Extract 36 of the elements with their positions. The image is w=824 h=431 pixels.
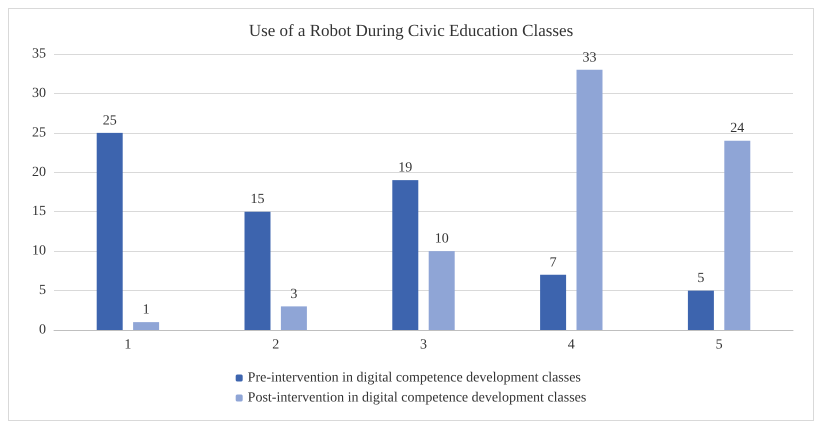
data-label: 33 — [582, 50, 596, 66]
bar — [428, 251, 455, 330]
data-label: 1 — [142, 302, 150, 318]
bar — [392, 180, 418, 330]
x-tick-label: 3 — [420, 338, 427, 352]
bar — [724, 140, 750, 330]
bar — [244, 212, 270, 330]
data-label: 24 — [730, 121, 744, 136]
x-tick-label: 5 — [716, 338, 723, 352]
y-tick-label: 5 — [39, 283, 46, 298]
x-tick-label: 2 — [272, 338, 280, 352]
x-tick-label: 1 — [124, 338, 132, 352]
chart-title: Use of a Robot During Civic Education Classes — [248, 21, 574, 40]
bar — [133, 322, 160, 330]
legend-label: Post-intervention in digital competence development classes — [248, 390, 586, 406]
data-label: 25 — [102, 113, 117, 128]
bar — [96, 132, 123, 330]
data-label: 19 — [398, 160, 412, 176]
data-label: 10 — [434, 232, 449, 247]
data-label: 15 — [250, 192, 264, 208]
y-tick-label: 10 — [32, 244, 46, 259]
x-tick-label: 4 — [568, 338, 575, 352]
data-label: 5 — [697, 271, 704, 286]
bar — [540, 274, 566, 330]
data-label: 7 — [550, 255, 557, 270]
bar — [280, 306, 307, 330]
y-tick-label: 35 — [32, 46, 46, 62]
bar — [576, 70, 602, 330]
y-tick-label: 20 — [32, 164, 46, 180]
y-tick-label: 15 — [32, 204, 46, 220]
y-tick-label: 25 — [32, 125, 46, 140]
y-tick-label: 0 — [39, 322, 46, 338]
bar — [688, 290, 714, 330]
legend-label: Pre-intervention in digital competence development classes — [248, 370, 581, 386]
data-label: 3 — [290, 286, 298, 302]
y-tick-label: 30 — [32, 86, 46, 101]
